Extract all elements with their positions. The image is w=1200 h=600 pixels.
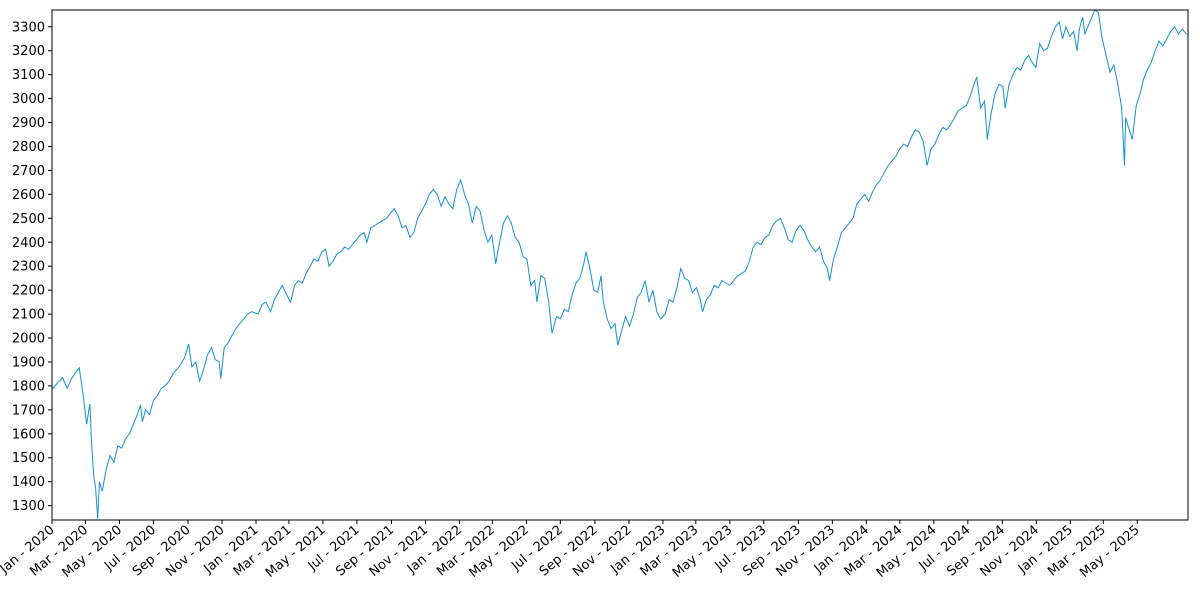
plot-area-frame [51,9,1189,521]
y-tick-label: 1900 [12,355,45,370]
y-tick-label: 2100 [12,308,45,323]
series-line [51,9,1187,519]
y-tick-label: 1500 [12,451,45,466]
y-tick-label: 2600 [12,188,45,203]
y-tick-label: 2800 [12,140,45,155]
y-tick-label: 2000 [12,332,45,347]
y-tick-label: 1400 [12,475,45,490]
y-tick-label: 3300 [12,20,45,35]
y-tick-label: 3100 [12,68,45,83]
y-tick-label: 3000 [12,92,45,107]
y-tick-label: 3200 [12,44,45,59]
y-tick-label: 2900 [12,116,45,131]
y-tick-label: 2400 [12,236,45,251]
y-axis-ticks: 1300 1400 1500 1600 1700 1800 1900 2000 2100 2200… [12,20,52,514]
y-tick-label: 2700 [12,164,45,179]
y-tick-label: 1700 [12,403,45,418]
y-tick-label: 2300 [12,260,45,275]
y-tick-label: 2500 [12,212,45,227]
y-tick-label: 1800 [12,379,45,394]
y-tick-label: 1300 [12,499,45,514]
y-tick-label: 1600 [12,427,45,442]
y-tick-label: 2200 [12,284,45,299]
